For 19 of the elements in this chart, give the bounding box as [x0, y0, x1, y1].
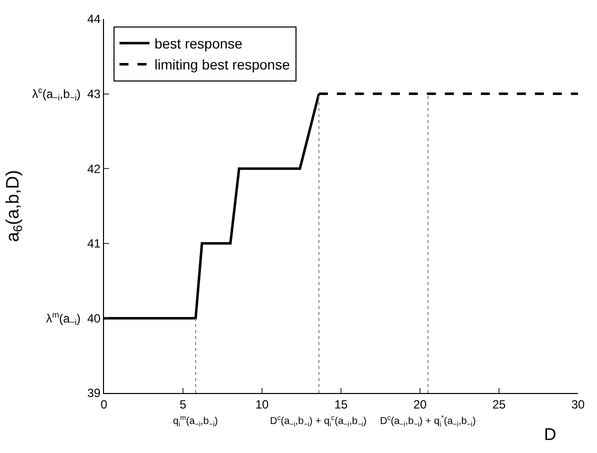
x-tick-label: 5: [180, 397, 187, 412]
y-tick-label: 39: [87, 386, 101, 400]
y-tick-label: 44: [87, 12, 101, 26]
y-tick-label: λ$^{m}$(a$_{−i}$) 40: [46, 309, 101, 327]
legend-label: limiting best response: [154, 56, 290, 73]
legend-label: best response: [154, 36, 243, 52]
x-tick-label: 0: [100, 397, 108, 412]
x-axis-title: D: [544, 425, 556, 444]
x-tick-label: 20: [413, 397, 427, 412]
y-tick-label: λ$^{c}$(a$_{−i}$,b$_{−i}$) 43: [32, 84, 101, 103]
x-tick-label: 15: [334, 397, 348, 412]
ref-line-label: q$_{i}$$^{m}$(a$_{−i}$,b$_{−i}$): [173, 415, 218, 428]
x-tick-label: 30: [571, 397, 585, 412]
text: D$^{c}$(a$_{−i}$,b$_{−i}$) + q$_{i}$$^{*}$(a$_{−i}$,b$_{−i}$): [380, 415, 476, 428]
x-tick-label: 25: [492, 397, 506, 412]
y-tick-label: 42: [87, 162, 101, 176]
y-tick-label: 41: [87, 236, 101, 251]
text: D$^{c}$(a$_{−i}$,b$_{−i}$) + q$_{i}$$^{c}$(a$_{−i}$,b$_{−i}$): [270, 415, 367, 428]
x-tick-label: 10: [255, 397, 269, 412]
